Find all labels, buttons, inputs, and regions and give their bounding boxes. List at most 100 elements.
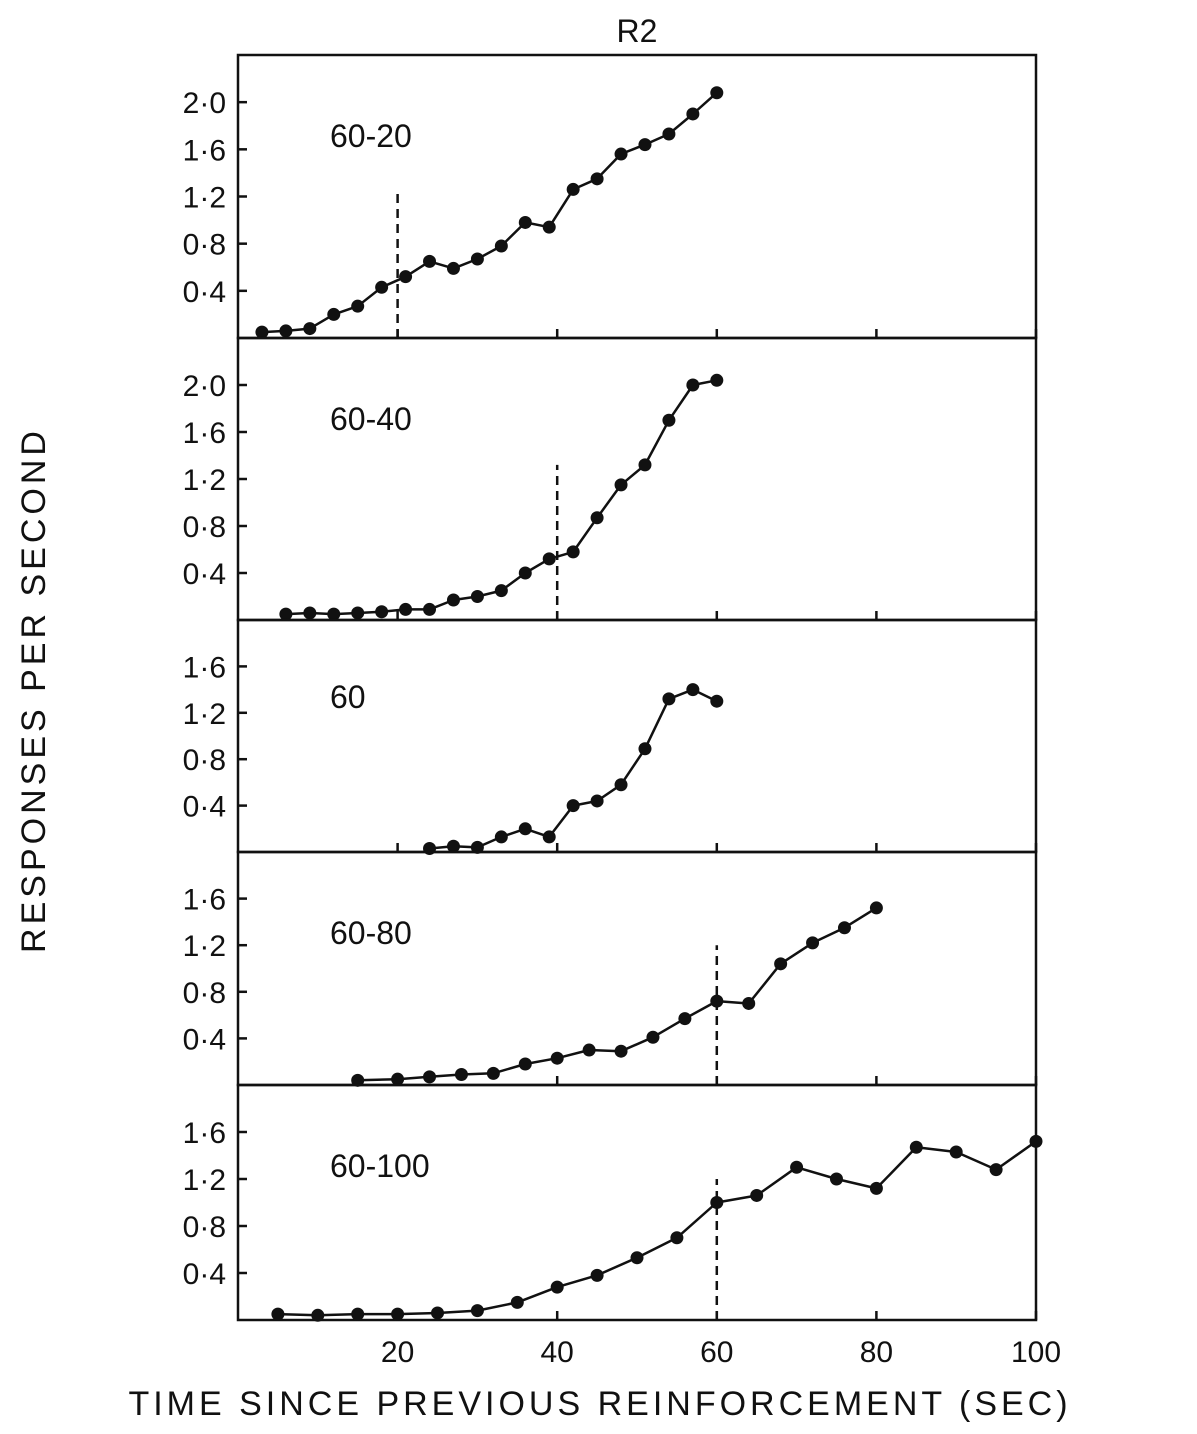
data-point xyxy=(351,606,365,620)
y-tick-label: 0·8 xyxy=(183,1211,226,1244)
data-point xyxy=(454,1068,468,1082)
panel-60-40: 0·4 0·8 1·2 1·6 2·0 60-40 xyxy=(183,336,1038,622)
data-point xyxy=(662,413,676,427)
data-point xyxy=(494,830,508,844)
data-point xyxy=(303,322,317,336)
data-point xyxy=(399,602,413,616)
data-point xyxy=(614,478,628,492)
data-point xyxy=(375,280,389,294)
panel-label: 60-100 xyxy=(330,1148,430,1184)
data-point xyxy=(710,373,724,387)
data-point xyxy=(566,799,580,813)
data-point xyxy=(686,683,700,697)
y-tick-label: 2·0 xyxy=(183,87,226,120)
data-point xyxy=(630,1251,644,1265)
y-tick-label: 0·4 xyxy=(183,1258,226,1291)
y-tick-label: 1·6 xyxy=(183,1117,226,1150)
data-point xyxy=(662,692,676,706)
panel-frame xyxy=(236,850,1038,1087)
data-point xyxy=(662,127,676,141)
chart-panels: 0·4 0·8 1·2 1·6 2·0 60-20 0·4 0·8 1·2 1·6 2·0 60-40… xyxy=(183,53,1061,1369)
series-line xyxy=(429,688,718,850)
data-point xyxy=(542,220,556,234)
data-point xyxy=(518,1057,532,1071)
data-point xyxy=(590,794,604,808)
x-axis-title: TIME SINCE PREVIOUS REINFORCEMENT (SEC) xyxy=(128,1385,1071,1423)
data-point xyxy=(327,607,341,621)
data-point xyxy=(750,1188,764,1202)
y-tick-label: 1·2 xyxy=(183,464,226,497)
data-point xyxy=(566,182,580,196)
data-point xyxy=(423,1070,437,1084)
data-point xyxy=(614,1044,628,1058)
data-point xyxy=(830,1172,843,1186)
data-point xyxy=(510,1295,524,1309)
data-point xyxy=(614,778,628,792)
y-tick-label: 0·8 xyxy=(183,744,226,777)
panel-label: 60-80 xyxy=(330,915,412,951)
y-tick-label: 0·8 xyxy=(183,977,226,1010)
x-tick-label: 100 xyxy=(1011,1336,1061,1369)
y-tick-label: 1·2 xyxy=(183,182,226,215)
x-tick-label: 40 xyxy=(541,1336,574,1369)
panel-frame xyxy=(236,336,1038,622)
data-point xyxy=(550,1051,564,1065)
data-point xyxy=(431,1306,444,1320)
data-point xyxy=(470,1304,484,1318)
data-point xyxy=(494,239,508,253)
panel-label: 60 xyxy=(330,679,366,715)
data-point xyxy=(638,742,652,756)
data-point xyxy=(686,378,700,392)
data-point xyxy=(351,1073,365,1087)
y-tick-label: 0·4 xyxy=(183,1023,226,1056)
data-point xyxy=(710,694,724,708)
data-point xyxy=(638,458,652,472)
panel-frame xyxy=(236,1083,1038,1322)
y-tick-label: 0·4 xyxy=(183,276,226,309)
y-tick-label: 0·8 xyxy=(183,511,226,544)
data-point xyxy=(678,1012,692,1026)
data-point xyxy=(566,545,580,559)
data-point xyxy=(351,1307,365,1321)
data-point xyxy=(518,822,532,836)
data-point xyxy=(742,996,756,1010)
x-tick-label: 80 xyxy=(860,1336,893,1369)
data-point xyxy=(486,1066,500,1080)
data-point xyxy=(774,957,788,971)
data-point xyxy=(590,1268,604,1282)
y-tick-label: 1·2 xyxy=(183,1164,226,1197)
y-tick-label: 0·8 xyxy=(183,229,226,262)
data-point xyxy=(614,147,628,161)
data-point xyxy=(446,593,460,607)
data-point xyxy=(837,921,851,935)
data-point xyxy=(470,590,484,603)
panel-60-100: 0·4 0·8 1·2 1·6 60-100 xyxy=(183,1083,1043,1322)
data-point xyxy=(391,1307,405,1321)
data-point xyxy=(989,1163,1003,1177)
data-point xyxy=(518,566,532,580)
y-tick-label: 0·4 xyxy=(183,558,226,591)
data-point xyxy=(446,839,460,853)
panel-frame xyxy=(236,53,1038,340)
data-point xyxy=(542,552,556,566)
panel-label: 60-20 xyxy=(330,118,412,154)
data-point xyxy=(423,602,437,616)
data-point xyxy=(949,1145,963,1159)
data-point xyxy=(279,324,293,338)
panel-60-80: 0·4 0·8 1·2 1·6 60-80 xyxy=(183,850,1038,1087)
data-point xyxy=(806,936,820,950)
y-axis-title: RESPONSES PER SECOND xyxy=(15,427,53,953)
panel-60-20: 0·4 0·8 1·2 1·6 2·0 60-20 xyxy=(183,53,1038,340)
data-point xyxy=(909,1140,923,1154)
data-point xyxy=(327,307,341,321)
data-point xyxy=(351,299,365,313)
data-point xyxy=(670,1231,684,1245)
data-point xyxy=(311,1308,325,1322)
data-point xyxy=(255,325,269,339)
data-point xyxy=(303,606,317,620)
data-point xyxy=(638,138,652,152)
data-point xyxy=(391,1072,405,1086)
data-point xyxy=(271,1307,285,1321)
data-point xyxy=(399,270,413,284)
y-tick-label: 1·2 xyxy=(183,930,226,963)
